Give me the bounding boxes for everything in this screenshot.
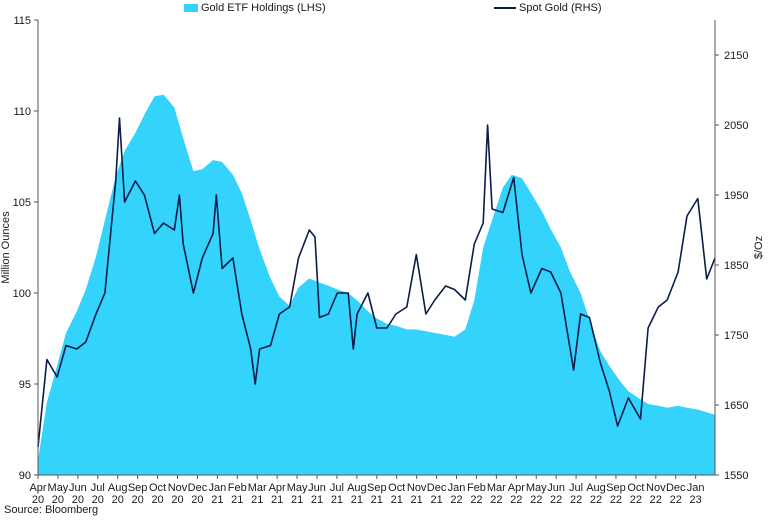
x-tick-label-month: May — [287, 482, 308, 494]
x-tick-label-year: 22 — [530, 494, 542, 506]
x-tick-label-year: 21 — [211, 494, 223, 506]
x-tick-label-month: Oct — [627, 482, 644, 494]
x-tick-label-year: 22 — [550, 494, 562, 506]
series-area-holdings — [38, 94, 715, 475]
x-tick-label-month: Jan — [208, 482, 226, 494]
legend-item-holdings: Gold ETF Holdings (LHS) — [184, 2, 326, 14]
left-tick-label: 105 — [13, 197, 31, 209]
x-tick-label-month: Feb — [467, 482, 486, 494]
legend-label-spot: Spot Gold (RHS) — [519, 2, 602, 14]
x-tick-label-month: Jun — [308, 482, 326, 494]
x-tick-label-month: Dec — [188, 482, 208, 494]
x-tick-label-year: 20 — [92, 494, 104, 506]
x-tick-label-month: Jun — [69, 482, 87, 494]
x-tick-label-month: Nov — [168, 482, 188, 494]
x-tick-label-year: 21 — [311, 494, 323, 506]
x-tick-label-year: 22 — [470, 494, 482, 506]
x-tick-label-month: Feb — [228, 482, 247, 494]
right-tick-label: 1550 — [724, 470, 748, 482]
left-tick-label: 90 — [19, 470, 31, 482]
x-tick-label-month: Sep — [367, 482, 387, 494]
x-tick-label-month: Jan — [448, 482, 466, 494]
legend-swatch-holdings — [184, 4, 198, 12]
x-tick-label-year: 22 — [590, 494, 602, 506]
x-tick-label-month: Sep — [128, 482, 148, 494]
x-tick-label-year: 21 — [411, 494, 423, 506]
left-axis-title: Million Ounces — [0, 211, 12, 284]
legend-item-spot: Spot Gold (RHS) — [494, 2, 602, 14]
x-tick-label-year: 20 — [171, 494, 183, 506]
x-tick-label-year: 22 — [610, 494, 622, 506]
right-tick-label: 1750 — [724, 330, 748, 342]
x-tick-label-year: 20 — [72, 494, 84, 506]
x-tick-label-year: 22 — [510, 494, 522, 506]
source-note: Source: Bloomberg — [4, 504, 99, 516]
x-tick-label-year: 20 — [32, 494, 44, 506]
x-tick-label-month: Aug — [108, 482, 128, 494]
x-tick-label-year: 20 — [132, 494, 144, 506]
x-tick-label-month: Oct — [388, 482, 405, 494]
x-tick-label-month: Jul — [91, 482, 105, 494]
x-tick-label-year: 20 — [191, 494, 203, 506]
left-tick-label: 100 — [13, 288, 31, 300]
x-tick-label-year: 21 — [231, 494, 243, 506]
x-tick-label-year: 20 — [52, 494, 64, 506]
x-tick-label-year: 21 — [271, 494, 283, 506]
x-tick-label-year: 22 — [570, 494, 582, 506]
x-tick-label-month: Jan — [687, 482, 705, 494]
right-axis-title: $/Oz — [753, 236, 765, 259]
x-tick-label-year: 21 — [430, 494, 442, 506]
x-tick-label-year: 23 — [690, 494, 702, 506]
x-tick-label-year: 22 — [450, 494, 462, 506]
x-tick-label-year: 20 — [112, 494, 124, 506]
x-tick-label-month: Sep — [606, 482, 626, 494]
right-tick-label: 2050 — [724, 120, 748, 132]
x-tick-label-month: Apr — [508, 482, 525, 494]
x-tick-label-month: May — [526, 482, 547, 494]
x-tick-label-month: Dec — [427, 482, 447, 494]
x-tick-label-year: 20 — [151, 494, 163, 506]
x-tick-label-year: 21 — [291, 494, 303, 506]
x-tick-label-year: 21 — [391, 494, 403, 506]
left-tick-label: 115 — [13, 15, 31, 27]
right-tick-label: 1650 — [724, 400, 748, 412]
x-tick-label-month: May — [48, 482, 69, 494]
right-tick-label: 2150 — [724, 50, 748, 62]
x-tick-label-month: Jul — [330, 482, 344, 494]
series-line-spot — [37, 117, 716, 448]
legend-label-holdings: Gold ETF Holdings (LHS) — [201, 2, 326, 14]
x-tick-label-year: 21 — [251, 494, 263, 506]
x-tick-label-month: Aug — [586, 482, 606, 494]
right-tick-label: 1850 — [724, 260, 748, 272]
x-tick-label-month: Nov — [646, 482, 666, 494]
x-tick-label-year: 22 — [670, 494, 682, 506]
x-tick-label-month: Apr — [269, 482, 286, 494]
x-tick-label-year: 22 — [630, 494, 642, 506]
left-tick-label: 95 — [19, 379, 31, 391]
x-tick-label-month: Jul — [569, 482, 583, 494]
x-tick-label-year: 21 — [351, 494, 363, 506]
x-tick-label-month: Apr — [29, 482, 46, 494]
legend-swatch-spot — [494, 7, 516, 9]
right-tick-label: 1950 — [724, 190, 748, 202]
x-tick-label-month: Jun — [547, 482, 565, 494]
x-tick-label-year: 21 — [371, 494, 383, 506]
left-tick-label: 110 — [13, 106, 31, 118]
x-tick-label-year: 22 — [650, 494, 662, 506]
x-tick-label-year: 21 — [331, 494, 343, 506]
x-tick-label-month: Mar — [248, 482, 267, 494]
x-tick-label-year: 22 — [490, 494, 502, 506]
x-tick-label-month: Nov — [407, 482, 427, 494]
x-tick-label-month: Oct — [149, 482, 166, 494]
x-tick-label-month: Dec — [666, 482, 686, 494]
legend: Gold ETF Holdings (LHS) Spot Gold (RHS) — [0, 2, 770, 18]
x-tick-label-month: Aug — [347, 482, 367, 494]
x-tick-label-month: Mar — [487, 482, 506, 494]
